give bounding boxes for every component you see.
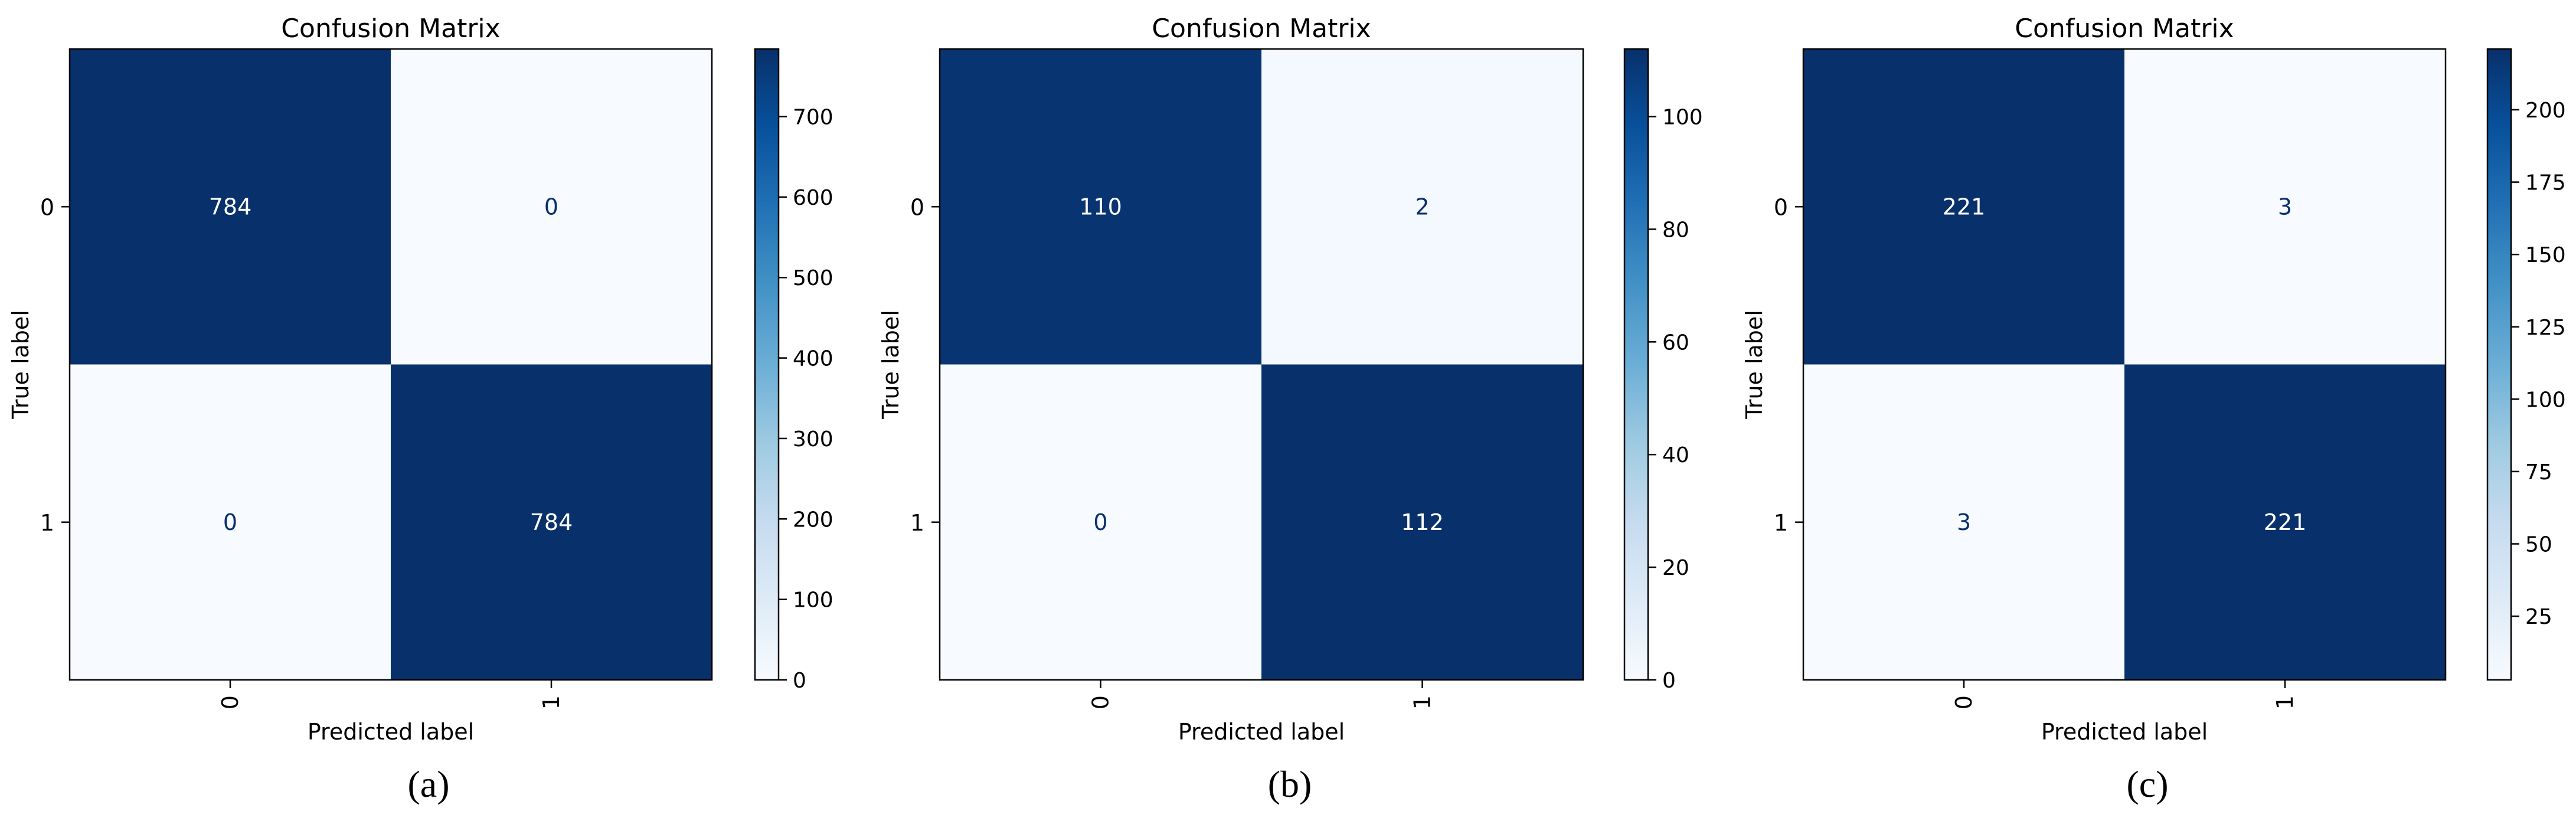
cell-value-label: 784 — [209, 194, 252, 220]
matrix-cell — [940, 364, 1261, 680]
matrix-cell — [2124, 364, 2446, 680]
cell-value-label: 784 — [530, 509, 573, 535]
confusion-matrix-panel-3: 221 3 3 221 Confusion Matrix 0 1 0 1 Predicted la… — [1741, 14, 2566, 805]
x-tick-label: 1 — [2272, 695, 2298, 709]
x-axis-label: Predicted label — [308, 719, 474, 745]
axes-frame — [68, 48, 713, 681]
y-tick-label: 1 — [910, 510, 924, 536]
colorbar-tick-label: 500 — [793, 266, 833, 290]
y-tick-label: 0 — [1774, 194, 1788, 220]
colorbar-tick-label: 0 — [1662, 669, 1676, 693]
matrix-cell — [1803, 364, 2124, 680]
colorbar-tick-label: 40 — [1662, 443, 1689, 467]
y-axis-label: True label — [1741, 310, 1767, 420]
matrix-cell — [391, 364, 712, 680]
y-axis-label: True label — [8, 310, 34, 420]
y-tick-label: 1 — [40, 510, 54, 536]
matrix-cell — [70, 49, 391, 365]
cell-value-label: 112 — [1401, 509, 1444, 535]
cell-value-label: 221 — [1943, 194, 1986, 220]
colorbar-tick-label: 125 — [2525, 316, 2566, 340]
colorbar-tick-label: 300 — [793, 427, 833, 451]
matrix-cell — [2124, 49, 2446, 365]
y-tick-label: 0 — [910, 194, 924, 220]
matrix-cell — [940, 49, 1261, 365]
cell-value-label: 3 — [1957, 509, 1971, 535]
confusion-matrix-panel-1: 784 0 0 784 Confusion Matrix 0 1 0 1 Predicted la… — [8, 14, 833, 805]
colorbar-tick-label: 100 — [2525, 388, 2566, 412]
x-tick-label: 1 — [1410, 695, 1436, 709]
colorbar-tick-label: 600 — [793, 186, 833, 210]
cell-value-label: 110 — [1079, 194, 1122, 220]
colorbar-tick-label: 20 — [1662, 556, 1689, 580]
colorbar-tick-label: 400 — [793, 347, 833, 371]
x-tick-label: 0 — [1088, 695, 1114, 709]
colorbar-tick-label: 200 — [793, 508, 833, 532]
colorbar-tick-label: 25 — [2525, 605, 2552, 629]
colorbar-tick-label: 80 — [1662, 218, 1689, 242]
matrix-cell — [1803, 49, 2124, 365]
chart-title: Confusion Matrix — [281, 14, 500, 44]
colorbar-tick-label: 200 — [2525, 99, 2566, 123]
cell-value-label: 0 — [1093, 509, 1107, 535]
panel-label: (c) — [2126, 763, 2168, 805]
x-tick-label: 0 — [217, 695, 243, 709]
colorbar-tick-label: 700 — [793, 106, 833, 130]
x-tick-label: 0 — [1951, 695, 1977, 709]
chart-title: Confusion Matrix — [1152, 14, 1371, 44]
colorbar-tick-label: 0 — [793, 669, 806, 693]
colorbar-tick-label: 100 — [1662, 106, 1703, 130]
y-axis-label: True label — [878, 310, 904, 420]
y-tick-label: 1 — [1774, 510, 1788, 536]
colorbar — [2486, 48, 2512, 681]
colorbar-tick-label: 100 — [793, 588, 833, 613]
cell-value-label: 221 — [2264, 509, 2307, 535]
cell-value-label: 2 — [1415, 194, 1429, 220]
cell-value-label: 3 — [2278, 194, 2292, 220]
axes-frame — [1802, 48, 2447, 681]
cell-value-label: 0 — [223, 509, 237, 535]
panel-label: (a) — [407, 763, 449, 805]
axes-frame — [939, 48, 1584, 681]
colorbar-tick-label: 150 — [2525, 243, 2566, 267]
y-tick-label: 0 — [40, 194, 54, 220]
matrix-cell — [1261, 49, 1583, 365]
colorbar-tick-label: 175 — [2525, 171, 2566, 195]
x-tick-label: 1 — [538, 695, 564, 709]
matrix-cell — [391, 49, 712, 365]
colorbar — [1623, 48, 1649, 681]
colorbar-tick-label: 50 — [2525, 533, 2552, 557]
cell-value-label: 0 — [544, 194, 558, 220]
colorbar — [754, 48, 780, 681]
matrix-cell — [70, 364, 391, 680]
matrix-cell — [1261, 364, 1583, 680]
x-axis-label: Predicted label — [1178, 719, 1345, 745]
colorbar-tick-label: 60 — [1662, 331, 1689, 355]
chart-title: Confusion Matrix — [2015, 14, 2234, 44]
panel-label: (b) — [1268, 763, 1312, 805]
x-axis-label: Predicted label — [2041, 719, 2208, 745]
colorbar-tick-label: 75 — [2525, 460, 2552, 485]
